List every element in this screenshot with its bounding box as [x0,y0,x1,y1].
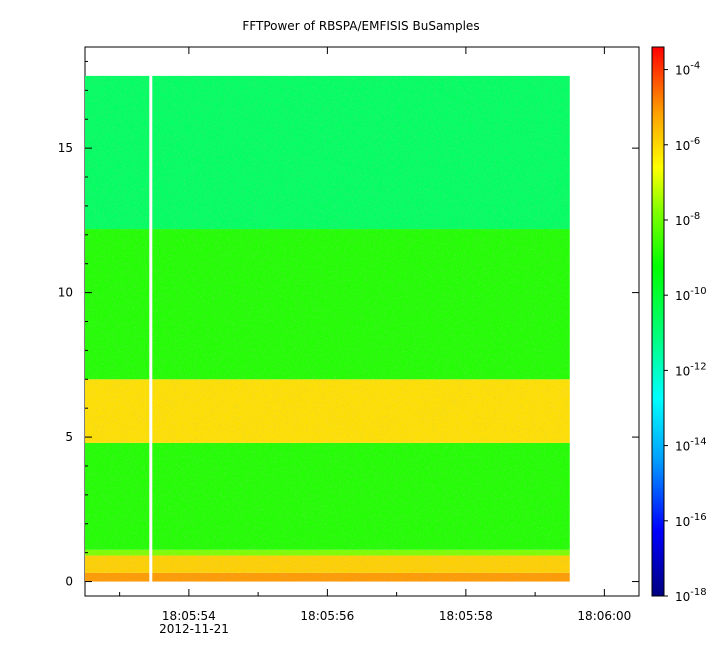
colorbar-tick-label: 10-8 [675,211,700,228]
y-tick-label: 0 [65,575,73,589]
colorbar-tick-label: 10-6 [675,136,700,153]
heatmap-texture [85,75,570,582]
y-tick-label: 5 [65,430,73,444]
colorbar-tick-label: 10-14 [675,437,707,454]
x-tick-label: 18:05:56 [300,609,354,623]
colorbar-axis: 10-18 10-16 10-14 10-12 10-10 10-8 10-6 10-4 [664,61,707,604]
data-gap-line [149,75,153,582]
y-tick-label: 10 [58,286,73,300]
x-tick-label: 18:05:54 [162,609,216,623]
colorbar-tick-label: 10-18 [675,587,707,604]
colorbar-tick-label: 10-4 [675,61,700,78]
y-axis: 0 5 10 15 [58,60,639,589]
x-tick-label: 18:06:00 [577,609,631,623]
chart-title: FFTPower of RBSPA/EMFISIS BuSamples [242,19,479,33]
colorbar-tick-label: 10-16 [675,512,707,529]
x-date-label: 2012-11-21 [159,622,229,636]
colorbar-tick-label: 10-12 [675,361,707,378]
colorbar [651,46,665,597]
y-tick-label: 15 [58,141,73,155]
x-tick-label: 18:05:58 [439,609,493,623]
x-axis: 18:05:54 18:05:56 18:05:58 18:06:00 [119,47,631,623]
colorbar-tick-label: 10-10 [675,286,707,303]
